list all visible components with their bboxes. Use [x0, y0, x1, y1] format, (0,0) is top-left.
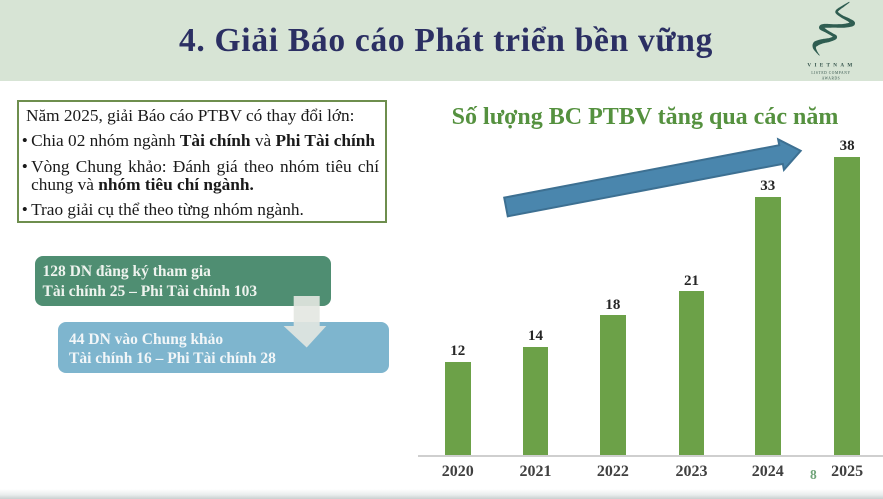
svg-text:LISTED COMPANY: LISTED COMPANY	[811, 71, 850, 75]
svg-text:VIETNAM: VIETNAM	[807, 62, 855, 68]
svg-text:AWARDS: AWARDS	[822, 77, 841, 81]
